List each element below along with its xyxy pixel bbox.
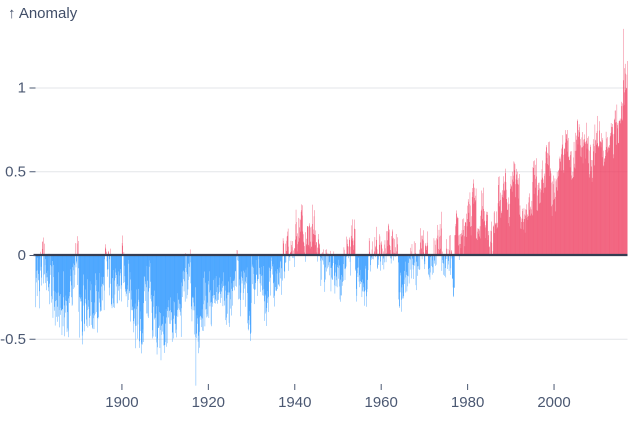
x-tick-label: 2000: [537, 394, 570, 411]
anomaly-bars: [35, 28, 628, 386]
x-tick-label: 1960: [365, 394, 398, 411]
x-tick-label: 1940: [278, 394, 311, 411]
y-tick-label: 1: [18, 80, 26, 97]
y-tick-label: 0: [18, 247, 26, 264]
x-tick-label: 1900: [105, 394, 138, 411]
x-tick-label: 1980: [451, 394, 484, 411]
y-tick-label: 0.5: [5, 163, 26, 180]
x-axis: 1900 1920 1940 1960 1980 2000: [105, 384, 571, 411]
y-tick-label: -0.5: [0, 331, 26, 348]
chart-title: ↑ Anomaly: [8, 5, 78, 22]
y-gridlines: [35, 87, 628, 340]
y-axis: 1 0.5 0 -0.5: [0, 80, 36, 348]
x-tick-label: 1920: [192, 394, 225, 411]
